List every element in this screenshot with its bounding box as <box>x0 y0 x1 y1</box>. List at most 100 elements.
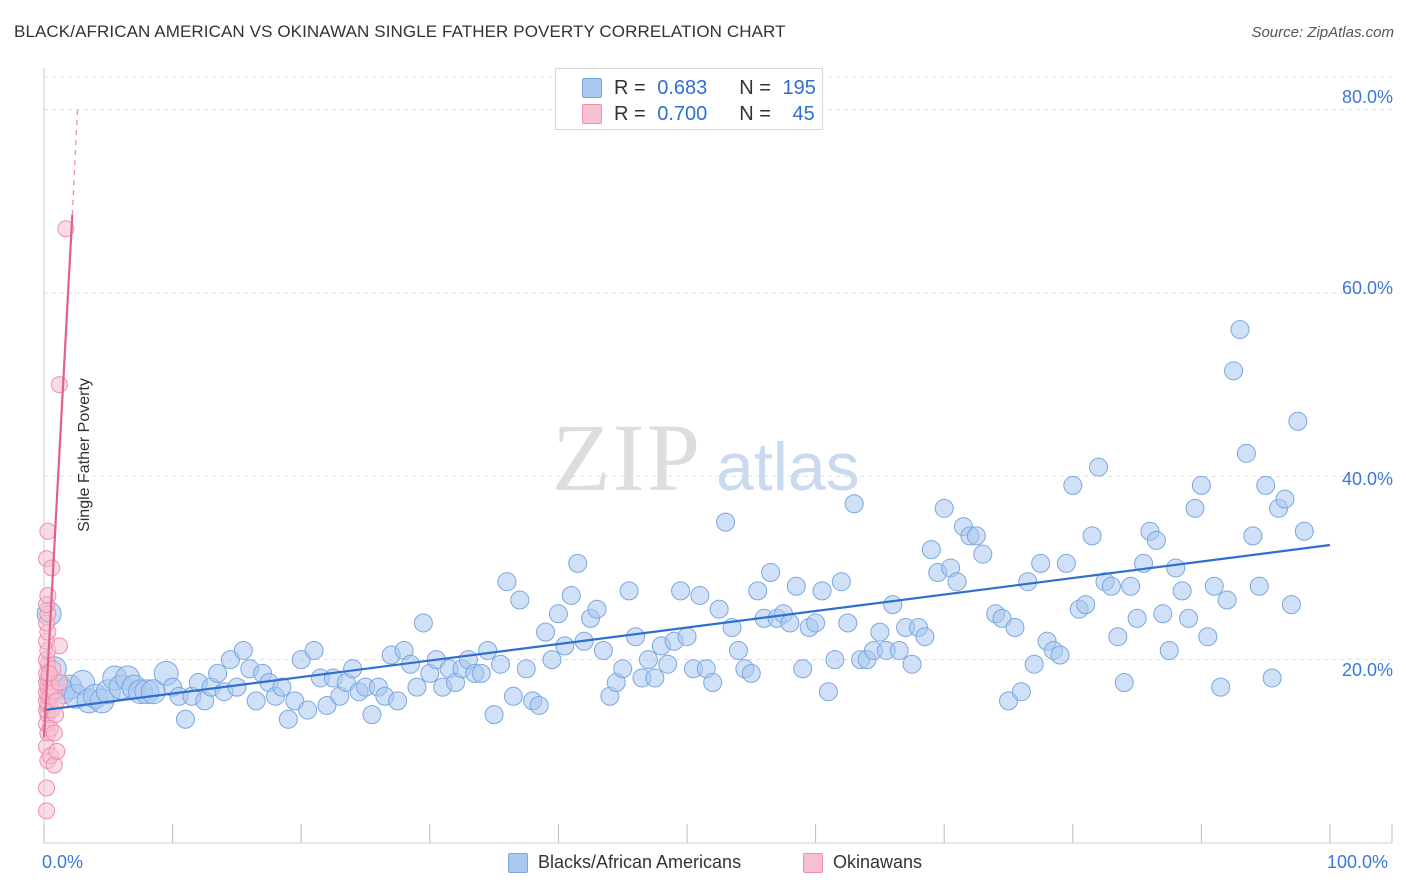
point-blacks-157 <box>1056 553 1076 573</box>
r-label: R = <box>614 102 646 125</box>
point-blacks-129 <box>870 622 890 642</box>
point-blacks-112 <box>761 563 781 583</box>
point-blacks-117 <box>793 659 813 679</box>
point-blacks-79 <box>548 604 568 624</box>
point-blacks-194 <box>1294 521 1314 541</box>
point-blacks-110 <box>748 581 768 601</box>
point-blacks-96 <box>658 654 678 674</box>
point-blacks-70 <box>491 654 511 674</box>
point-blacks-26 <box>208 663 228 683</box>
trend-extension-okinawans <box>71 109 79 215</box>
point-blacks-151 <box>1018 572 1038 592</box>
point-okinawans-35 <box>45 724 63 742</box>
point-blacks-136 <box>915 627 935 647</box>
point-blacks-74 <box>516 659 536 679</box>
point-blacks-183 <box>1224 361 1244 381</box>
point-blacks-124 <box>838 613 858 633</box>
y-axis-label: Single Father Poverty <box>75 378 93 532</box>
point-blacks-177 <box>1185 498 1205 518</box>
stats-swatch-okinawans <box>582 104 602 124</box>
point-okinawans-26 <box>39 522 57 540</box>
point-okinawans-43 <box>57 220 75 238</box>
point-okinawans-34 <box>45 756 63 774</box>
point-blacks-104 <box>709 599 729 619</box>
point-blacks-121 <box>818 682 838 702</box>
point-blacks-185 <box>1236 443 1256 463</box>
point-blacks-181 <box>1211 677 1231 697</box>
point-okinawans-39 <box>48 692 66 710</box>
point-blacks-180 <box>1204 576 1224 596</box>
y-tick-label-20: 20.0% <box>1341 660 1393 680</box>
point-blacks-120 <box>812 581 832 601</box>
trend-line-blacks <box>43 543 1331 712</box>
point-blacks-105 <box>716 512 736 532</box>
point-blacks-139 <box>934 498 954 518</box>
source-label: Source: ZipAtlas.com <box>1251 24 1394 41</box>
point-blacks-119 <box>806 613 826 633</box>
point-blacks-37 <box>278 709 298 729</box>
n-value: 45 <box>792 102 815 125</box>
point-okinawans-44 <box>40 664 58 682</box>
point-blacks-58 <box>413 613 433 633</box>
point-blacks-162 <box>1089 457 1109 477</box>
point-blacks-145 <box>973 544 993 564</box>
point-blacks-148 <box>999 691 1018 711</box>
point-blacks-193 <box>1288 411 1308 431</box>
point-blacks-153 <box>1031 553 1051 573</box>
trend-line-okinawans <box>42 214 74 738</box>
point-blacks-174 <box>1166 558 1186 578</box>
legend-swatch-okinawans <box>803 852 823 873</box>
point-blacks-137 <box>921 540 941 560</box>
stats-row-blacks: R = 0.683 N = 195 <box>556 75 816 101</box>
point-blacks-89 <box>613 659 633 679</box>
y-tick-label-60: 60.0% <box>1341 278 1393 298</box>
point-blacks-184 <box>1230 320 1250 340</box>
point-blacks-161 <box>1082 526 1102 546</box>
point-blacks-69 <box>484 705 504 725</box>
point-blacks-43 <box>317 695 337 715</box>
point-blacks-98 <box>671 581 691 601</box>
point-blacks-41 <box>304 640 324 660</box>
point-blacks-67 <box>471 663 491 683</box>
point-blacks-188 <box>1256 475 1276 495</box>
point-blacks-144 <box>966 526 986 546</box>
r-value: 0.683 <box>657 76 708 99</box>
point-blacks-90 <box>619 581 639 601</box>
point-blacks-73 <box>510 590 530 610</box>
point-blacks-101 <box>690 585 710 605</box>
point-blacks-72 <box>503 686 523 706</box>
point-okinawans-0 <box>38 802 56 820</box>
point-okinawans-24 <box>39 586 57 604</box>
legend-swatch-blacks <box>508 852 528 873</box>
point-blacks-171 <box>1146 530 1166 550</box>
point-blacks-71 <box>497 572 517 592</box>
trend-lines <box>42 109 1331 738</box>
x-tick-label-max: 100.0% <box>1327 852 1389 872</box>
point-okinawans-41 <box>50 637 68 655</box>
point-blacks-81 <box>561 585 581 605</box>
point-blacks-116 <box>786 576 806 596</box>
legend-item-okinawans: Okinawans <box>803 852 922 873</box>
point-blacks-85 <box>587 599 607 619</box>
n-label: N = <box>739 102 771 125</box>
point-blacks-179 <box>1198 627 1218 647</box>
point-blacks-141 <box>947 572 967 592</box>
point-blacks-164 <box>1101 576 1121 596</box>
point-blacks-123 <box>831 572 851 592</box>
point-blacks-125 <box>844 494 864 514</box>
point-blacks-82 <box>568 553 588 573</box>
point-blacks-57 <box>407 677 427 697</box>
point-blacks-103 <box>703 673 723 693</box>
point-blacks-165 <box>1108 627 1128 647</box>
r-value: 0.700 <box>657 102 708 125</box>
legend-item-blacks: Blacks/African Americans <box>508 852 741 873</box>
point-blacks-109 <box>741 663 761 683</box>
point-blacks-94 <box>645 668 665 688</box>
point-blacks-134 <box>902 654 922 674</box>
point-blacks-32 <box>246 691 266 711</box>
point-blacks-86 <box>593 640 613 660</box>
point-blacks-152 <box>1024 654 1044 674</box>
point-blacks-186 <box>1243 526 1263 546</box>
n-value: 195 <box>782 76 816 99</box>
point-blacks-189 <box>1262 668 1282 688</box>
